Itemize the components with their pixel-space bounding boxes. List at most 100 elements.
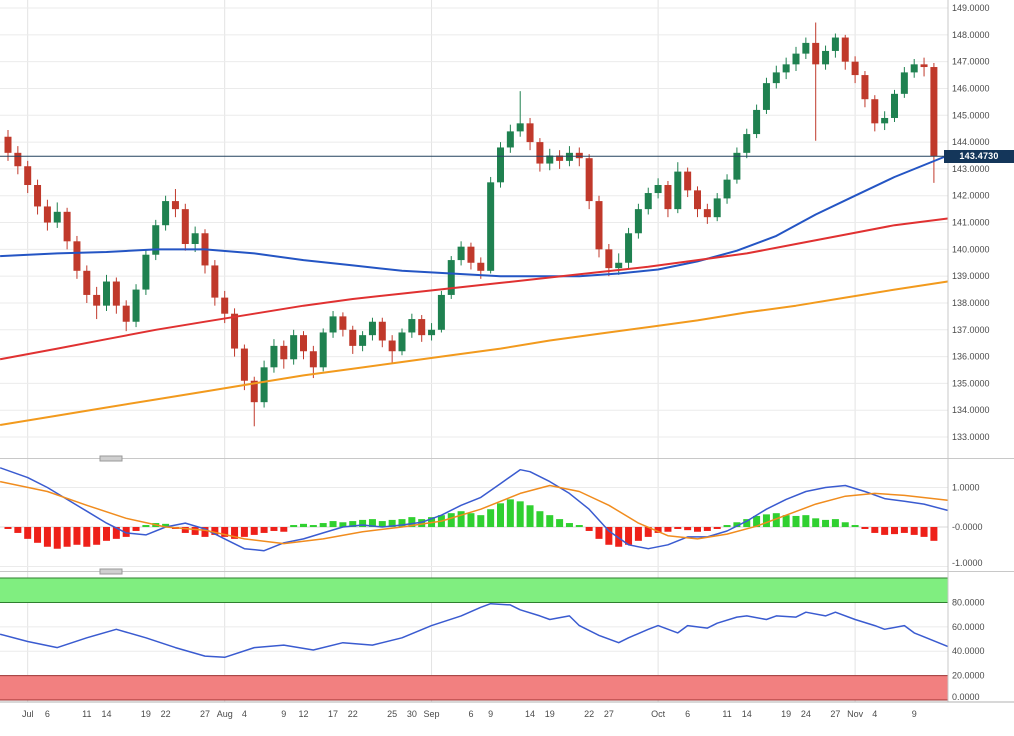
macd-histogram-bar (339, 522, 347, 528)
macd-histogram-bar (822, 519, 830, 528)
macd-histogram-bar (388, 519, 396, 528)
x-axis-label: 14 (101, 709, 111, 719)
x-axis-label: 14 (742, 709, 752, 719)
macd-histogram-bar (477, 515, 485, 528)
x-axis-label: 22 (161, 709, 171, 719)
price-axis-label: 147.0000 (952, 57, 990, 67)
current-price-tag: 143.4730 (944, 150, 1014, 163)
macd-histogram-bar (319, 523, 327, 528)
candle-body (83, 270, 91, 295)
macd-histogram-bar (457, 511, 465, 528)
macd-histogram-bar (526, 505, 534, 528)
candle-body (546, 155, 554, 164)
macd-histogram-bar (634, 527, 642, 541)
candle-body (152, 225, 160, 255)
x-axis-label: 6 (685, 709, 690, 719)
candle-body (24, 166, 32, 186)
candle-body (221, 297, 229, 314)
macd-histogram-bar (812, 518, 820, 528)
macd-histogram-bar (565, 523, 573, 528)
macd-histogram-bar (240, 527, 248, 537)
candle-body (4, 136, 12, 153)
candle-body (319, 332, 327, 368)
splitter-handle[interactable] (99, 455, 123, 462)
macd-histogram-bar (250, 527, 258, 535)
macd-histogram-bar (575, 525, 583, 528)
price-axis-label: 144.0000 (952, 137, 990, 147)
candle-body (605, 249, 613, 269)
time-axis[interactable]: Jul 6 11 14 19 22 27 Aug 4 9 12 17 22 25 30 Sep 6 9 14 19 22… (22, 709, 917, 719)
macd-histogram-bar (654, 527, 662, 533)
price-axis-label: 149.0000 (952, 3, 990, 13)
macd-histogram-bar (103, 527, 110, 541)
macd-histogram-bar (900, 527, 908, 533)
macd-histogram-bar (73, 527, 81, 545)
splitter-handle[interactable] (99, 568, 123, 575)
candle-body (891, 93, 898, 118)
x-axis-label: 14 (525, 709, 535, 719)
macd-histogram-bar (487, 509, 495, 528)
candle-body (191, 233, 199, 244)
candle-body (723, 179, 731, 199)
stoch-axis-label: 80.0000 (952, 597, 985, 607)
candle-body (841, 37, 849, 62)
x-axis-label: 9 (912, 709, 917, 719)
macd-histogram-bar (684, 527, 692, 531)
candle-body (447, 260, 455, 295)
candle-body (368, 321, 376, 336)
macd-histogram-bar (625, 527, 633, 545)
macd-histogram-bar (280, 527, 288, 532)
candle-body (309, 351, 317, 368)
candle-body (280, 345, 288, 360)
macd-histogram-bar (802, 515, 810, 528)
candle-body (467, 246, 475, 263)
macd-histogram-bar (191, 527, 199, 535)
x-axis-label: 17 (328, 709, 338, 719)
candle-body (260, 367, 268, 403)
macd-histogram-bar (674, 527, 682, 529)
candle-body (831, 37, 839, 51)
price-axis-label: 133.0000 (952, 432, 990, 442)
macd-histogram-bar (861, 527, 869, 529)
candle-body (378, 321, 386, 341)
candle-body (713, 198, 721, 218)
stoch-bands (0, 577, 948, 701)
candle-body (910, 64, 918, 73)
x-axis-label: Jul (22, 709, 34, 719)
macd-histogram-bar (743, 519, 751, 528)
macd-histogram-bar (723, 525, 731, 528)
candle-body (73, 241, 81, 271)
candle-body (684, 171, 692, 191)
macd-histogram-bar (300, 523, 307, 528)
macd-histogram-bar (398, 519, 406, 528)
x-axis-label: 6 (468, 709, 473, 719)
price-axis-label: 142.0000 (952, 191, 990, 201)
candle-body (329, 316, 337, 333)
candle-body (53, 211, 61, 223)
candle-body (122, 305, 130, 322)
price-axis-label: 145.0000 (952, 110, 990, 120)
candle-body (674, 171, 682, 210)
x-axis-label: 27 (604, 709, 614, 719)
x-axis-label: 11 (722, 709, 731, 719)
x-axis-label: Oct (651, 709, 666, 719)
candle-body (703, 209, 711, 218)
macd-histogram-bar (53, 527, 61, 549)
price-axis-label: 140.0000 (952, 244, 990, 254)
macd-histogram-bar (43, 527, 51, 547)
candle-body (861, 75, 869, 100)
candle-body (497, 147, 504, 183)
macd-histogram-bar (122, 527, 130, 537)
price-axis-label: 146.0000 (952, 83, 990, 93)
candle-body (644, 193, 652, 210)
macd-histogram-bar (762, 514, 770, 528)
x-axis-label: 22 (348, 709, 358, 719)
price-axis-label: 137.0000 (952, 325, 990, 335)
candle-body (477, 262, 485, 271)
macd-histogram-bar (24, 527, 32, 539)
macd-histogram-bar (782, 515, 790, 528)
macd-histogram-bar (605, 527, 613, 545)
macd-histogram-bar (792, 515, 800, 528)
x-axis-label: 19 (545, 709, 555, 719)
